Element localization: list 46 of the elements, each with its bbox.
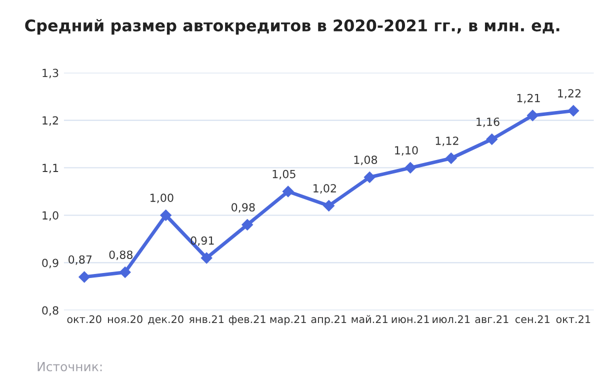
point xyxy=(242,219,253,230)
x-tick-label: сен.21 xyxy=(515,315,550,324)
point xyxy=(78,271,90,283)
data-label: 1,21 xyxy=(517,94,540,104)
x-tick-label: янв.21 xyxy=(189,315,224,324)
chart-title: Средний размер автокредитов в 2020-2021 гг., в млн. ед. xyxy=(25,19,560,35)
data-label: 1,05 xyxy=(272,170,296,180)
point xyxy=(323,200,334,212)
x-tick-label: дек.20 xyxy=(148,315,184,324)
y-tick-label: 1,3 xyxy=(42,68,58,78)
data-label: 1,22 xyxy=(558,89,580,99)
x-tick-label: окт.21 xyxy=(556,315,590,324)
y-tick-label: 0,9 xyxy=(42,258,58,268)
point xyxy=(446,152,457,164)
data-label: 1,16 xyxy=(476,118,500,128)
data-label: 1,08 xyxy=(354,156,378,166)
x-tick-label: авг.21 xyxy=(475,315,508,324)
x-tick-label: июн.21 xyxy=(392,315,429,324)
data-label: 0,98 xyxy=(232,203,255,213)
x-tick-label: фев.21 xyxy=(228,315,266,326)
point xyxy=(404,162,416,174)
data-label: 0,88 xyxy=(109,250,133,260)
y-tick-label: 0,8 xyxy=(42,306,58,316)
point xyxy=(486,134,498,145)
y-tick-label: 1,1 xyxy=(42,164,58,174)
y-tick-label: 1,0 xyxy=(42,211,58,221)
x-tick-label: июл.21 xyxy=(432,315,470,324)
point xyxy=(364,172,376,183)
point xyxy=(282,186,294,198)
data-label: 1,00 xyxy=(150,194,174,204)
x-tick-label: ноя.20 xyxy=(108,315,142,324)
text: Источник: xyxy=(38,362,102,372)
data-label: 0,87 xyxy=(68,255,92,265)
x-tick-label: мар.21 xyxy=(270,315,306,326)
y-tick-label: 1,2 xyxy=(42,116,58,126)
x-tick-label: апр.21 xyxy=(311,315,346,326)
point xyxy=(527,110,538,122)
point xyxy=(568,105,580,116)
point xyxy=(119,266,131,278)
data-label: 1,10 xyxy=(395,146,418,156)
data-label: 1,02 xyxy=(314,184,336,194)
x-tick-label: май.21 xyxy=(352,315,388,324)
point xyxy=(160,210,172,221)
data-label: 1,12 xyxy=(436,136,458,146)
x-tick-label: окт.20 xyxy=(67,315,102,324)
point xyxy=(200,252,212,264)
